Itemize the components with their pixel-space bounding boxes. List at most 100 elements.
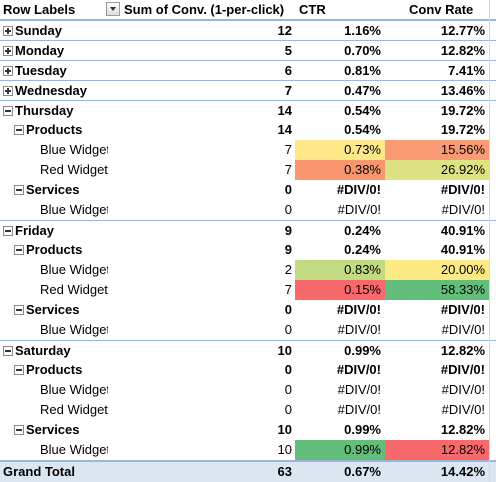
category-row[interactable]: Services 0 #DIV/0! #DIV/0!: [0, 300, 496, 320]
category-row[interactable]: Services 0 #DIV/0! #DIV/0!: [0, 180, 496, 200]
category-row[interactable]: Services 10 0.99% 12.82%: [0, 420, 496, 440]
row-label-text: Services: [26, 422, 80, 437]
ctr-value: #DIV/0!: [336, 362, 381, 377]
row-label-text: Sunday: [15, 23, 62, 38]
expand-icon[interactable]: [3, 46, 13, 56]
conv-rate-value: 19.72%: [440, 103, 485, 118]
row-label: Blue Widget: [0, 380, 108, 400]
collapse-icon[interactable]: [3, 346, 13, 356]
conv-value: 10: [277, 343, 292, 358]
ctr-value: 0.24%: [344, 223, 381, 238]
row-label: Friday: [0, 221, 108, 241]
row-label: Thursday: [0, 101, 108, 121]
row-label: Tuesday: [0, 61, 108, 81]
sum-conv-header[interactable]: Sum of Conv. (1-per-click): [124, 2, 285, 17]
expand-icon[interactable]: [3, 26, 13, 36]
item-row[interactable]: Blue Widget 10 0.99% 12.82%: [0, 440, 496, 460]
conv-rate-value: 12.82%: [385, 440, 489, 460]
sheet-gridline: [489, 0, 490, 482]
ctr-header[interactable]: CTR: [299, 2, 326, 17]
conv-value: 9: [284, 223, 292, 238]
collapse-icon[interactable]: [3, 106, 13, 116]
conv-rate-value: 12.82%: [440, 43, 485, 58]
row-label-text: Wednesday: [15, 83, 88, 98]
row-label-text: Tuesday: [15, 63, 67, 78]
category-row[interactable]: Products 0 #DIV/0! #DIV/0!: [0, 360, 496, 380]
conv-rate-value: 58.33%: [385, 280, 489, 300]
row-label: Blue Widget: [0, 440, 108, 460]
grand-total-conv: 63: [277, 464, 292, 479]
ctr-value: 1.16%: [344, 23, 381, 38]
category-row[interactable]: Products 9 0.24% 40.91%: [0, 240, 496, 260]
item-row[interactable]: Blue Widget 0 #DIV/0! #DIV/0!: [0, 200, 496, 220]
row-labels-header[interactable]: Row Labels: [3, 2, 76, 17]
ctr-value: #DIV/0!: [336, 302, 381, 317]
item-row[interactable]: Blue Widget 0 #DIV/0! #DIV/0!: [0, 380, 496, 400]
conv-rate-value: #DIV/0!: [441, 202, 485, 217]
conv-rate-value: #DIV/0!: [440, 182, 485, 197]
item-row[interactable]: Blue Widget 2 0.83% 20.00%: [0, 260, 496, 280]
collapse-icon[interactable]: [3, 226, 13, 236]
row-label: Products: [0, 240, 108, 260]
conv-rate-value: 13.46%: [440, 83, 485, 98]
conv-value: 0: [284, 402, 292, 417]
day-row[interactable]: Friday 9 0.24% 40.91%: [0, 220, 496, 240]
conv-value: 0: [284, 362, 292, 377]
row-label-text: Friday: [15, 223, 55, 238]
row-label-text: Services: [26, 182, 80, 197]
row-label-text: Services: [26, 302, 80, 317]
item-row[interactable]: Blue Widget 7 0.73% 15.56%: [0, 140, 496, 160]
collapse-icon[interactable]: [14, 305, 24, 315]
row-label-text: Blue Widget: [40, 142, 108, 157]
conv-value: 0: [284, 382, 292, 397]
day-row[interactable]: Sunday 12 1.16% 12.77%: [0, 20, 496, 40]
row-label: Red Widget: [0, 280, 108, 300]
conv-rate-value: #DIV/0!: [441, 402, 485, 417]
conv-rate-value: 26.92%: [385, 160, 489, 180]
conv-value: 12: [277, 23, 292, 38]
day-row[interactable]: Monday 5 0.70% 12.82%: [0, 40, 496, 60]
day-row[interactable]: Thursday 14 0.54% 19.72%: [0, 100, 496, 120]
expand-icon[interactable]: [3, 86, 13, 96]
ctr-value: #DIV/0!: [337, 322, 381, 337]
conv-rate-header[interactable]: Conv Rate: [409, 2, 474, 17]
row-label-text: Blue Widget: [40, 322, 108, 337]
conv-value: 9: [284, 242, 292, 257]
row-label: Monday: [0, 41, 108, 61]
row-label-text: Products: [26, 242, 83, 257]
ctr-value: 0.47%: [344, 83, 381, 98]
day-row[interactable]: Tuesday 6 0.81% 7.41%: [0, 60, 496, 80]
row-label-text: Saturday: [15, 343, 71, 358]
conv-value: 10: [277, 442, 292, 457]
item-row[interactable]: Red Widget 7 0.15% 58.33%: [0, 280, 496, 300]
row-label-text: Thursday: [15, 103, 74, 118]
item-row[interactable]: Red Widget 0 #DIV/0! #DIV/0!: [0, 400, 496, 420]
day-row[interactable]: Wednesday 7 0.47% 13.46%: [0, 80, 496, 100]
day-row[interactable]: Saturday 10 0.99% 12.82%: [0, 340, 496, 360]
filter-dropdown-icon[interactable]: [106, 2, 120, 16]
ctr-value: 0.54%: [344, 122, 381, 137]
conv-value: 5: [284, 43, 292, 58]
category-row[interactable]: Products 14 0.54% 19.72%: [0, 120, 496, 140]
row-label-text: Red Widget: [40, 402, 108, 417]
conv-value: 0: [284, 182, 292, 197]
conv-rate-value: #DIV/0!: [441, 322, 485, 337]
row-label: Blue Widget: [0, 260, 108, 280]
expand-icon[interactable]: [3, 66, 13, 76]
collapse-icon[interactable]: [14, 245, 24, 255]
grand-total-row[interactable]: Grand Total 63 0.67% 14.42%: [0, 460, 496, 482]
collapse-icon[interactable]: [14, 125, 24, 135]
row-label: Services: [0, 420, 108, 440]
ctr-value: 0.15%: [295, 280, 385, 300]
collapse-icon[interactable]: [14, 185, 24, 195]
conv-value: 7: [284, 162, 292, 177]
item-row[interactable]: Blue Widget 0 #DIV/0! #DIV/0!: [0, 320, 496, 340]
collapse-icon[interactable]: [14, 365, 24, 375]
row-label-text: Monday: [15, 43, 65, 58]
collapse-icon[interactable]: [14, 425, 24, 435]
row-label: Blue Widget: [0, 140, 108, 160]
conv-rate-value: #DIV/0!: [440, 362, 485, 377]
row-label: Red Widget: [0, 400, 108, 420]
ctr-value: 0.70%: [344, 43, 381, 58]
item-row[interactable]: Red Widget 7 0.38% 26.92%: [0, 160, 496, 180]
